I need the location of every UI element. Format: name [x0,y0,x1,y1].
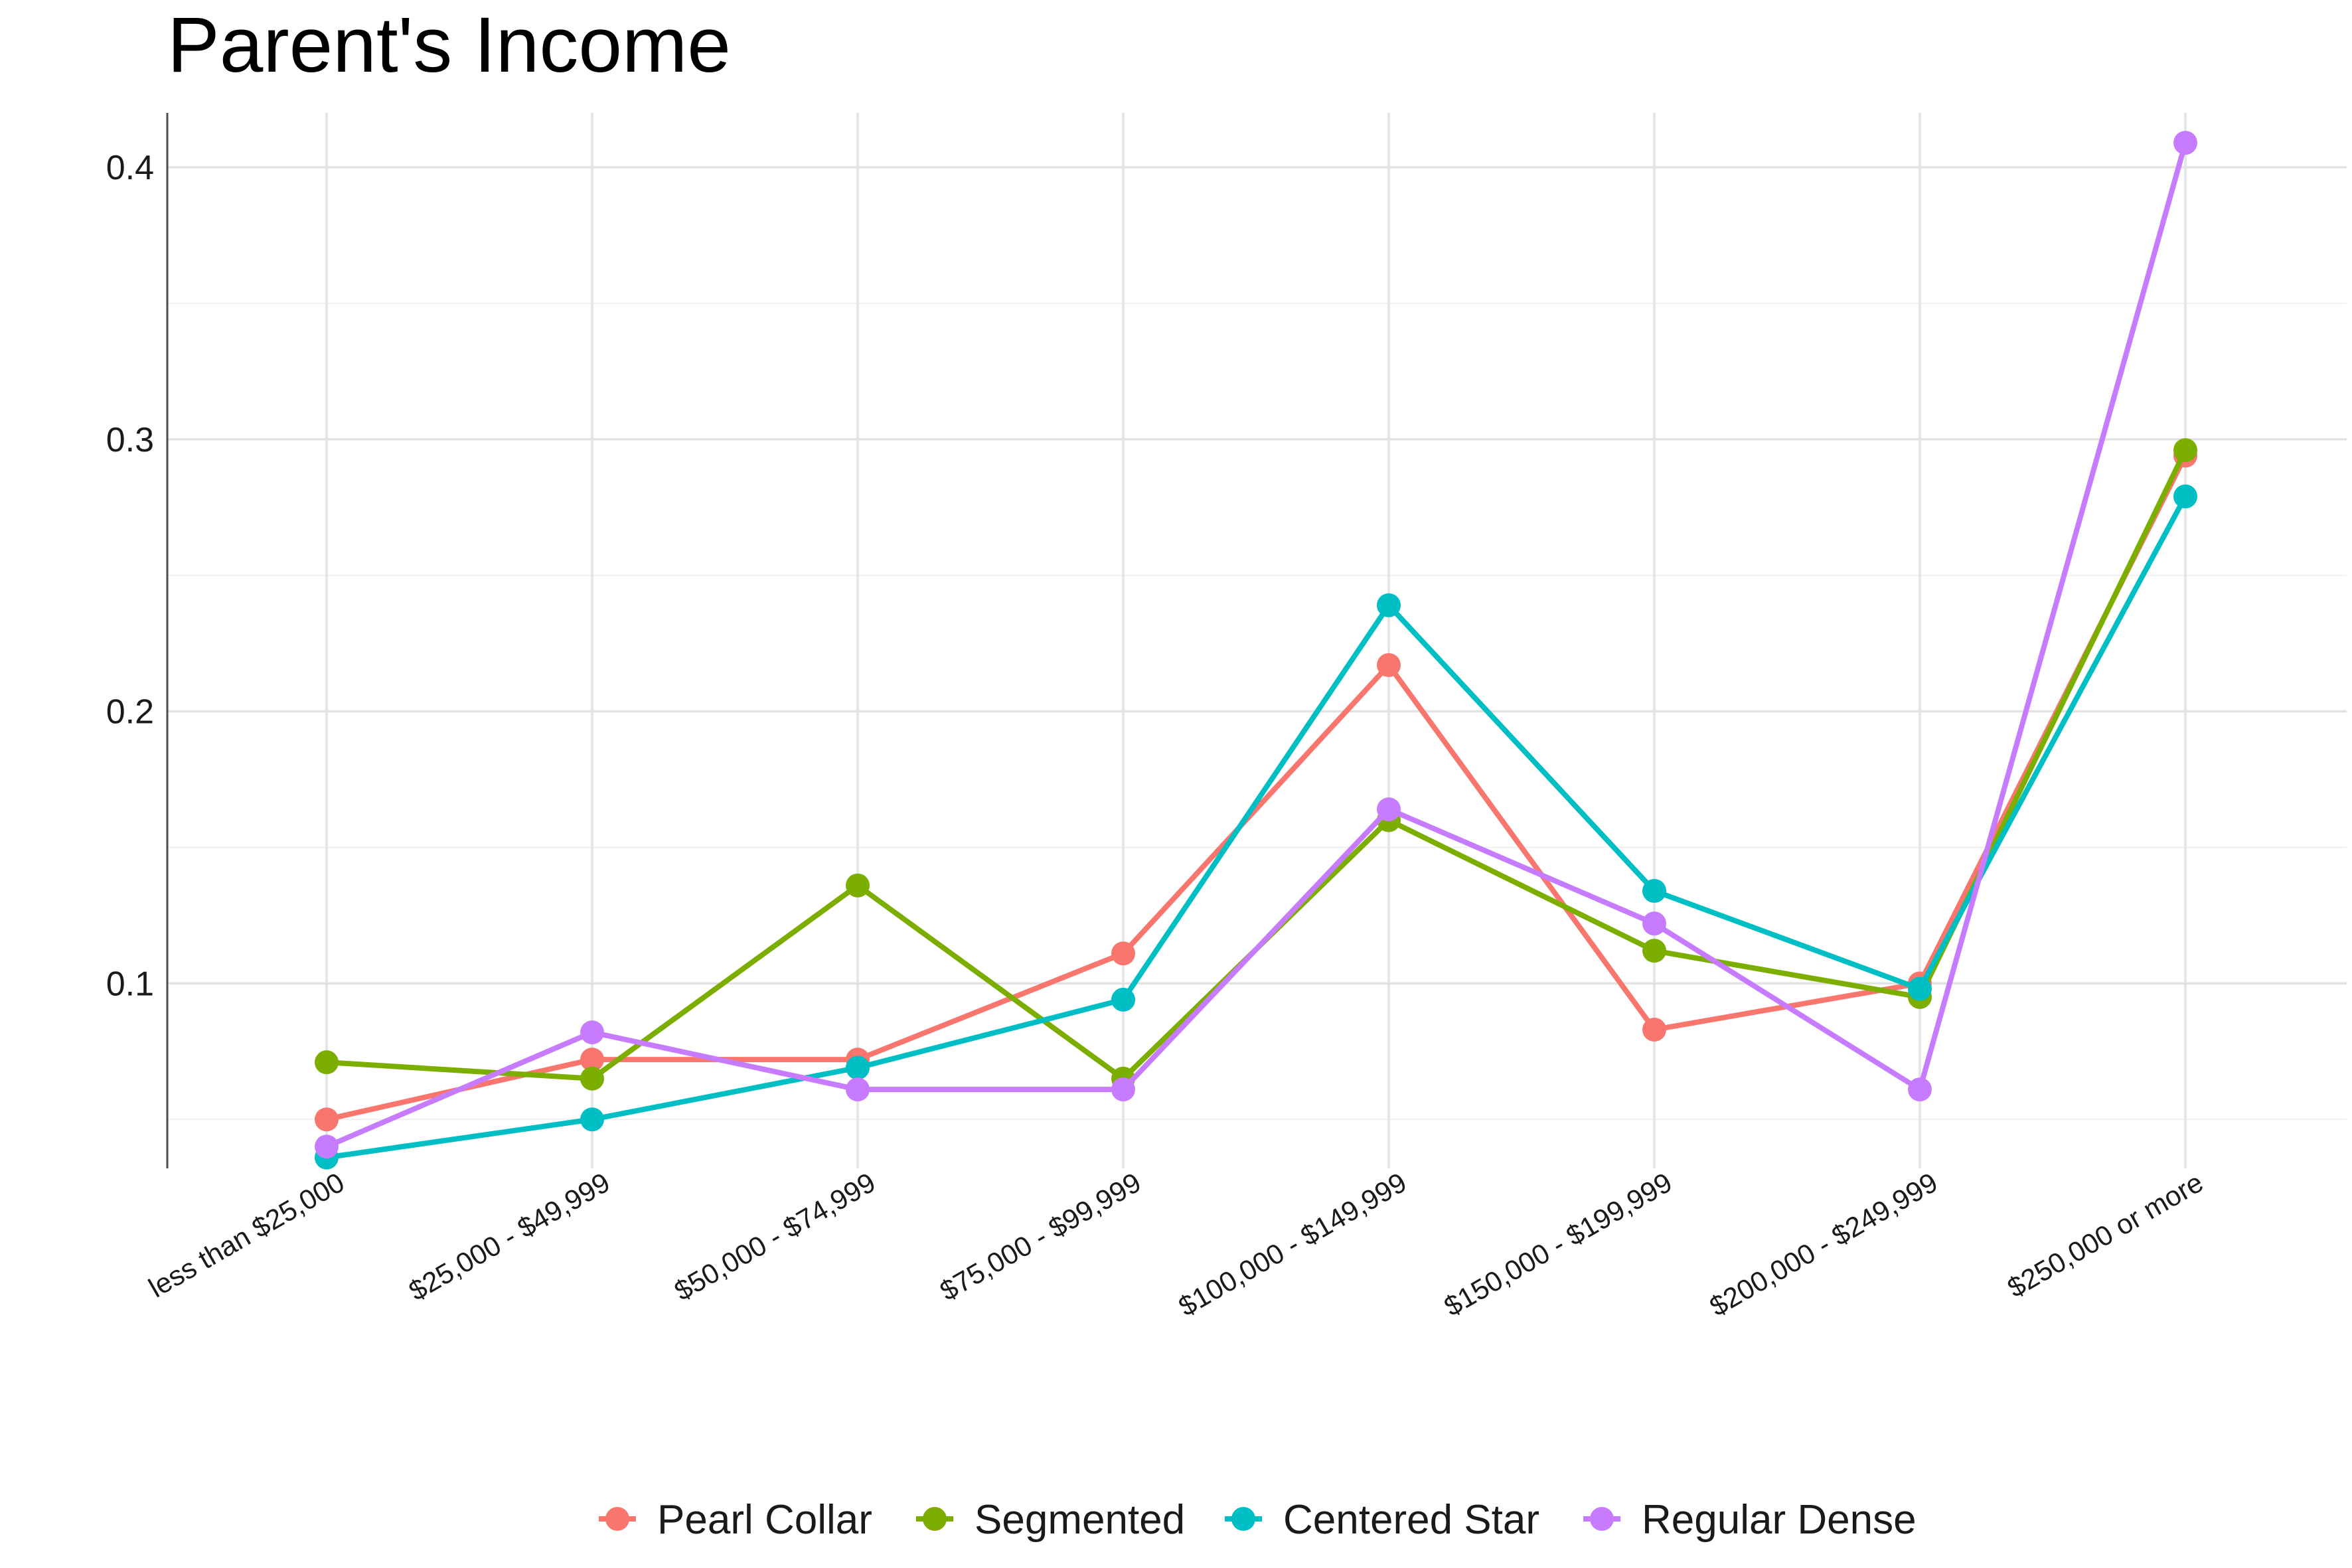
legend-key-point [605,1507,629,1531]
legend-label: Pearl Collar [657,1497,872,1543]
chart-title: Parent's Income [167,1,731,89]
data-point-regular-dense [315,1135,339,1159]
y-axis-ticks: 0.1 0.2 0.3 0.4 [106,149,154,1003]
data-point-regular-dense [1111,1077,1135,1102]
data-point-centered-star [1642,879,1666,903]
data-point-segmented [315,1050,339,1075]
data-point-regular-dense [1908,1077,1932,1102]
data-point-pearl-collar [315,1107,339,1132]
data-point-segmented [2173,438,2197,463]
series-line-centered-star [324,493,2188,1160]
legend-item-centered-star: Centered Star [1225,1497,1539,1543]
legend-key-point [923,1507,947,1531]
data-point-centered-star [1908,977,1932,1001]
data-point-segmented [1642,939,1666,963]
data-point-centered-star [2173,484,2197,509]
data-point-centered-star [846,1056,870,1080]
data-point-centered-star [1377,593,1401,617]
y-tick-label: 0.1 [106,965,154,1003]
data-point-pearl-collar [580,1048,604,1072]
data-point-regular-dense [580,1020,604,1045]
data-point-centered-star [1111,987,1135,1012]
data-point-pearl-collar [1111,941,1135,966]
minor-gridlines [167,302,2347,1121]
data-point-centered-star [580,1107,604,1132]
major-gridlines [167,113,2347,1168]
legend-label: Regular Dense [1642,1497,1917,1543]
legend-label: Segmented [975,1497,1185,1543]
data-point-regular-dense [1642,911,1666,936]
y-tick-label: 0.3 [106,421,154,459]
data-point-regular-dense [846,1077,870,1102]
y-tick-label: 0.4 [106,149,154,187]
legend-item-regular-dense: Regular Dense [1583,1497,1917,1543]
legend-item-segmented: Segmented [916,1497,1185,1543]
data-point-segmented [846,873,870,898]
series-line-regular-dense [324,140,2188,1150]
data-point-pearl-collar [1377,653,1401,677]
data-point-regular-dense [2173,131,2197,155]
series-layer [315,131,2197,1170]
legend-key-point [1590,1507,1614,1531]
legend-key-point [1231,1507,1255,1531]
legend-item-pearl-collar: Pearl Collar [599,1497,872,1543]
data-point-pearl-collar [1642,1018,1666,1042]
y-tick-label: 0.2 [106,693,154,732]
data-point-regular-dense [1377,797,1401,822]
series-regular-dense [315,131,2197,1159]
data-point-segmented [580,1066,604,1091]
legend: Pearl Collar Segmented Centered Star Regula… [599,1497,1917,1543]
legend-label: Centered Star [1283,1497,1539,1543]
